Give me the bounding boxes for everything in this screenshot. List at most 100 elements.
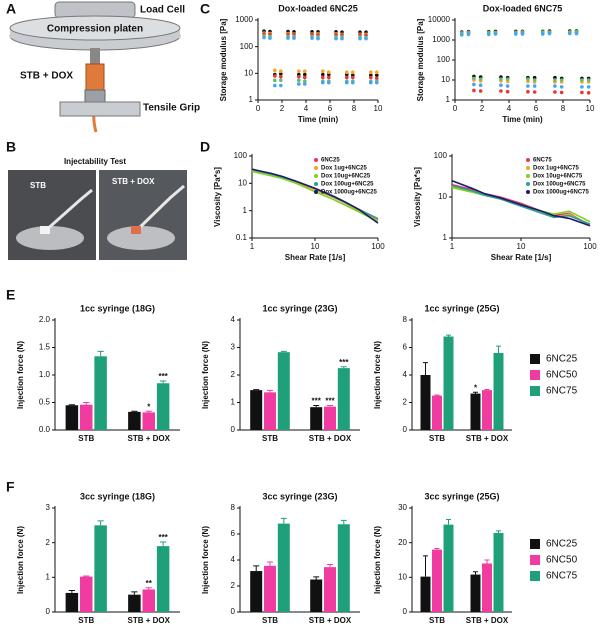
y-tick-label: 4 xyxy=(403,370,408,379)
legend-swatch xyxy=(530,370,540,380)
point xyxy=(486,32,491,37)
y-tick-label: 2 xyxy=(231,581,236,590)
error-bar xyxy=(313,405,320,408)
error-bar xyxy=(83,402,90,405)
bar xyxy=(94,525,107,612)
point xyxy=(345,70,349,75)
error-bar xyxy=(280,350,287,353)
legend-label: 6NC25 xyxy=(546,354,578,365)
error-bar xyxy=(160,541,167,547)
error-bar xyxy=(145,410,152,413)
point xyxy=(580,90,584,95)
point xyxy=(297,82,301,86)
point xyxy=(580,78,584,82)
diagram-label: Tensile Grip xyxy=(143,103,200,114)
point xyxy=(478,89,483,93)
point xyxy=(559,85,564,89)
point xyxy=(375,76,379,81)
y-axis-label: Viscosity [Pa*s] xyxy=(413,167,422,227)
photos xyxy=(8,170,187,260)
point xyxy=(466,32,471,37)
point xyxy=(310,36,314,40)
legend-label: 6NC25 xyxy=(321,158,340,164)
point xyxy=(286,36,290,40)
error-bar xyxy=(68,404,75,406)
legend-label: Dox 100ug+6NC25 xyxy=(321,182,374,188)
legend-label: 6NC50 xyxy=(546,555,578,566)
chart-title: 1cc syringe (23G) xyxy=(262,303,337,313)
x-tick-label: STB + DOX xyxy=(128,616,171,625)
x-tick-label: STB xyxy=(429,616,445,625)
error-bar xyxy=(473,571,478,575)
point xyxy=(321,75,325,80)
point xyxy=(321,69,325,74)
bar xyxy=(420,375,431,430)
diagram-label: Load Cell xyxy=(140,5,185,16)
x-tick-label: 4 xyxy=(507,104,512,113)
legend-swatch xyxy=(530,555,540,565)
point xyxy=(292,36,296,40)
y-tick-label: 10 xyxy=(438,192,447,201)
point xyxy=(297,69,301,74)
bar xyxy=(493,532,504,612)
y-tick-label: 0 xyxy=(46,607,51,616)
error-bar xyxy=(145,587,152,590)
x-axis-label: Shear Rate [1/s] xyxy=(285,253,346,262)
x-tick-label: 10 xyxy=(586,104,595,113)
y-tick-label: 1.0 xyxy=(39,370,51,379)
bar xyxy=(264,565,276,612)
y-tick-label: 0 xyxy=(403,607,408,616)
bar xyxy=(337,524,350,612)
x-tick-label: STB xyxy=(262,434,278,443)
y-tick-label: 1 xyxy=(443,233,448,242)
x-tick-label: 10 xyxy=(311,242,320,251)
error-bar xyxy=(97,520,104,526)
line xyxy=(451,179,591,227)
point xyxy=(553,84,557,88)
point xyxy=(472,82,476,87)
point xyxy=(303,79,307,84)
point xyxy=(375,70,379,75)
point xyxy=(459,33,464,37)
error-bar xyxy=(267,561,273,566)
significance: *** xyxy=(325,397,335,406)
point xyxy=(580,85,584,89)
legend-swatch xyxy=(526,182,530,186)
point xyxy=(375,80,379,85)
point xyxy=(303,72,307,77)
x-tick-label: 1 xyxy=(250,242,255,251)
bar xyxy=(324,567,336,612)
significance: *** xyxy=(312,397,322,406)
point xyxy=(351,80,355,85)
x-tick-label: 100 xyxy=(583,242,597,251)
legend-label: Dox 1000ug+6NC25 xyxy=(321,190,378,196)
error-bar xyxy=(434,548,440,550)
error-bar xyxy=(473,391,478,394)
point xyxy=(499,89,503,93)
y-tick-label: 1 xyxy=(231,398,236,407)
y-tick-label: 30 xyxy=(398,503,407,512)
x-tick-label: 8 xyxy=(561,104,566,113)
x-tick-label: 4 xyxy=(304,104,309,113)
point xyxy=(526,84,530,88)
y-tick-label: 0 xyxy=(403,425,408,434)
bar xyxy=(156,546,170,612)
y-tick-label: 10 xyxy=(238,178,247,187)
point xyxy=(316,36,320,41)
y-axis-label: Injection force (N) xyxy=(201,526,210,594)
significance: *** xyxy=(158,533,168,542)
error-bar xyxy=(446,518,451,525)
point xyxy=(559,90,564,95)
legend-swatch xyxy=(314,158,318,162)
y-tick-label: 1 xyxy=(243,206,248,215)
legend-label: 6NC75 xyxy=(546,571,578,582)
chart-title: 3cc syringe (25G) xyxy=(424,491,499,501)
photo-label: STB + DOX xyxy=(112,177,155,186)
y-axis-label: Injection force (N) xyxy=(16,526,25,594)
y-axis-label: Storage modulus [Pa] xyxy=(219,18,228,101)
point xyxy=(472,88,476,93)
point xyxy=(268,36,272,40)
y-tick-label: 1 xyxy=(446,95,451,104)
point xyxy=(526,89,530,94)
bar xyxy=(470,393,481,430)
